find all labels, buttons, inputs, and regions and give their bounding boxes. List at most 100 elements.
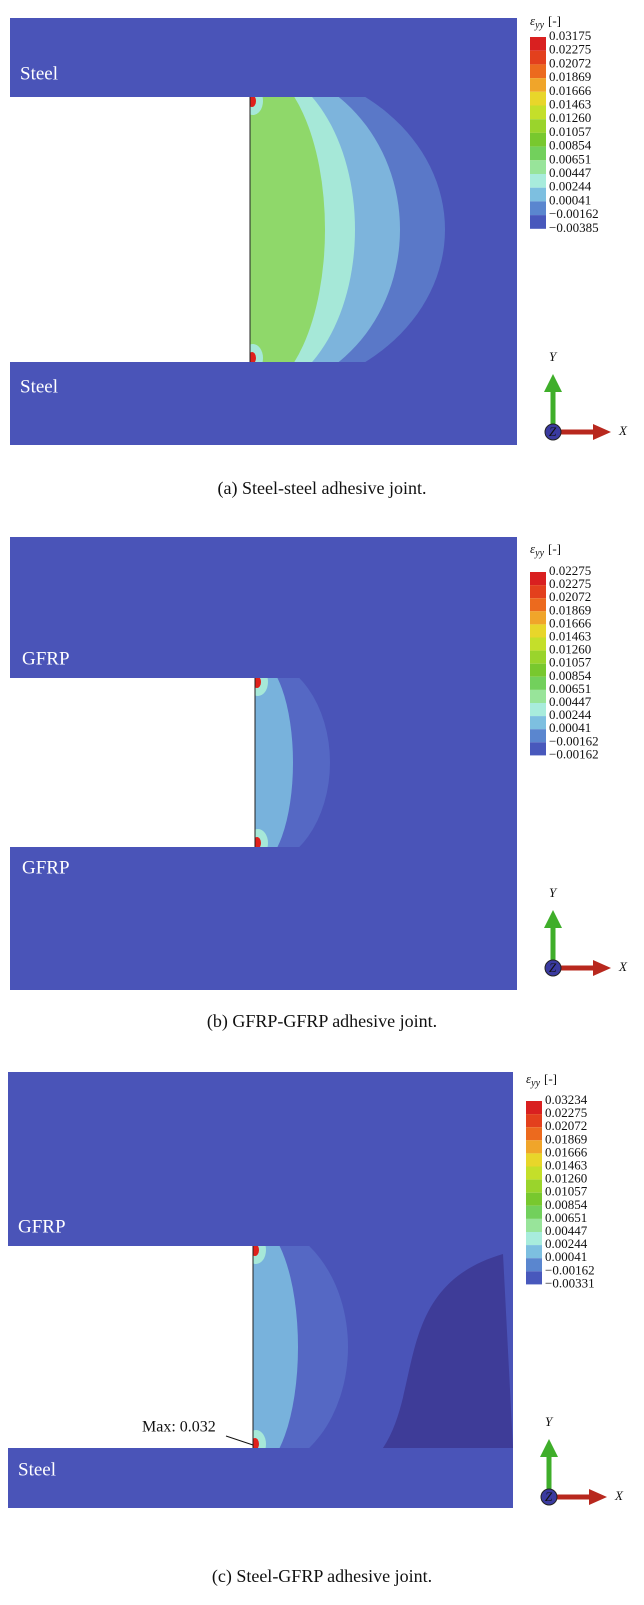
legend-value: 0.03234 (545, 1092, 588, 1107)
legend-swatch (530, 215, 546, 229)
legend-title: εyy [-] (530, 13, 561, 31)
axis-y-label: Y (545, 1414, 554, 1429)
caption: (c) Steel-GFRP adhesive joint. (212, 1566, 432, 1587)
hotspot (250, 97, 256, 107)
dark-region (383, 1254, 513, 1448)
legend-title: εyy [-] (530, 541, 561, 559)
legend-value: 0.01463 (545, 1157, 587, 1172)
legend-swatch (530, 78, 546, 92)
legend-swatch (530, 703, 546, 717)
contour-band (255, 678, 293, 847)
legend-value: 0.00854 (545, 1197, 588, 1212)
x-arrow-head (593, 960, 611, 976)
legend-swatch (530, 624, 546, 638)
legend-subscript: yy (534, 20, 544, 31)
legend-value: 0.01057 (549, 124, 592, 139)
hotspot (253, 1246, 259, 1256)
hotspot (255, 678, 261, 688)
legend-value: 0.00447 (549, 165, 592, 180)
legend-value: 0.03175 (549, 28, 591, 43)
y-arrow-head (544, 910, 562, 928)
bottom-plate (10, 362, 517, 445)
legend-value: 0.01666 (549, 615, 592, 630)
legend-value: 0.02072 (549, 55, 591, 70)
legend-value: 0.01666 (549, 83, 592, 98)
legend-value: 0.01260 (549, 642, 591, 657)
legend-swatch (530, 598, 546, 612)
legend-subscript: yy (530, 1078, 540, 1089)
legend-swatch (530, 91, 546, 106)
legend-swatch (530, 146, 546, 161)
z-axis (540, 1488, 558, 1506)
legend-swatch (530, 201, 546, 216)
legend-swatch (526, 1271, 542, 1285)
legend-swatch (530, 37, 546, 51)
legend-swatch (530, 663, 546, 677)
legend-swatch (530, 174, 546, 188)
legend-value: 0.02072 (549, 589, 591, 604)
legend-swatch (530, 676, 546, 690)
legend-value: 0.01869 (549, 602, 591, 617)
caption: (b) GFRP-GFRP adhesive joint. (207, 1011, 437, 1032)
legend-value: 0.02072 (545, 1118, 587, 1133)
legend-swatch (530, 119, 546, 133)
legend-swatch (530, 64, 546, 79)
legend-unit: [-] (548, 541, 561, 556)
plate-label: Steel (20, 376, 58, 397)
legend-swatch (530, 50, 546, 65)
axis-z-label: Z (545, 1489, 553, 1504)
legend-value: 0.00651 (549, 151, 591, 166)
top-plate (10, 18, 517, 97)
annotation: Max: 0.032 (142, 1419, 216, 1436)
legend-value: 0.00651 (545, 1210, 587, 1225)
legend-value: 0.01666 (545, 1144, 588, 1159)
legend-value: 0.01869 (549, 69, 591, 84)
legend-value: 0.02275 (549, 576, 591, 591)
legend-value: 0.00651 (549, 681, 591, 696)
legend-value: −0.00162 (545, 1262, 595, 1277)
x-arrow-head (593, 424, 611, 440)
plate-label: Steel (18, 1459, 56, 1480)
legend-value: 0.02275 (545, 1105, 587, 1120)
top-plate (8, 1072, 513, 1246)
legend-subscript: yy (534, 548, 544, 559)
contours (255, 678, 330, 847)
legend-value: 0.00244 (545, 1236, 588, 1251)
z-axis (544, 959, 562, 977)
hotspot (253, 1438, 259, 1448)
axis-z-label: Z (549, 424, 557, 439)
legend-swatch (530, 132, 546, 147)
legend-value: 0.01463 (549, 96, 591, 111)
hotspot (250, 352, 256, 362)
contour-band (253, 1246, 298, 1448)
annotation-leader (225, 1435, 254, 1446)
contours (253, 1246, 513, 1448)
legend-swatch (526, 1140, 542, 1154)
legend-swatch (530, 572, 546, 586)
legend-swatch (526, 1192, 542, 1206)
legend-swatch (530, 105, 546, 120)
bottom-plate (10, 847, 517, 990)
legend-swatch (526, 1114, 542, 1128)
legend-value: 0.02275 (549, 563, 591, 578)
legend-swatch (530, 611, 546, 625)
legend-swatch (530, 650, 546, 664)
legend-value: −0.00162 (549, 733, 599, 748)
legend-swatch (530, 585, 546, 599)
legend-swatch (530, 742, 546, 756)
hotspot (255, 837, 261, 847)
legend-value: −0.00385 (549, 220, 599, 235)
legend-symbol: ε (526, 1071, 532, 1086)
legend-value: 0.00041 (549, 720, 591, 735)
legend-value: 0.01057 (549, 655, 592, 670)
legend-swatch (526, 1153, 542, 1167)
axis-y-label: Y (549, 885, 558, 900)
legend-swatch (526, 1218, 542, 1232)
legend-value: 0.00041 (545, 1249, 587, 1264)
legend-swatch (526, 1232, 542, 1246)
legend-swatch (526, 1101, 542, 1115)
x-arrow-head (589, 1489, 607, 1505)
bottom-plate (8, 1448, 513, 1508)
legend-value: −0.00162 (549, 746, 599, 761)
axis-z-label: Z (549, 960, 557, 975)
